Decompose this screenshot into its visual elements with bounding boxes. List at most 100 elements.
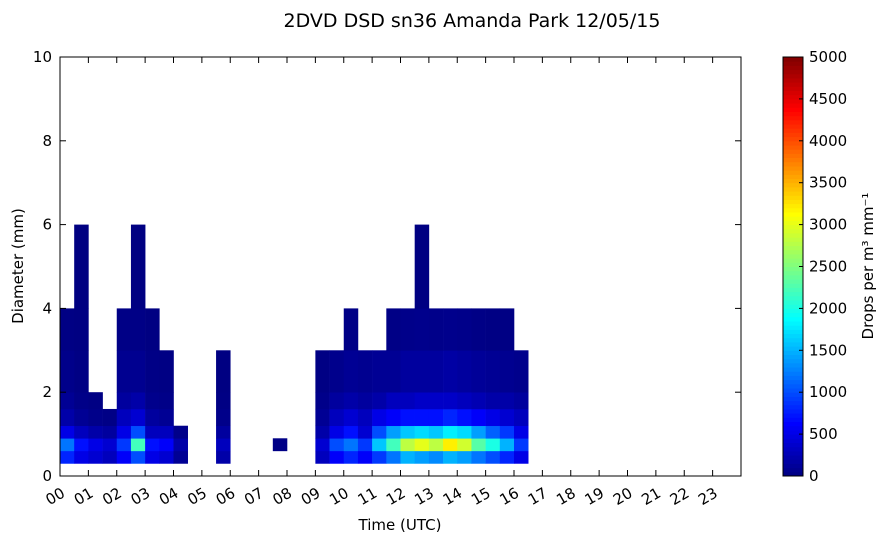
- colorbar-segment: [783, 170, 803, 175]
- colorbar-segment: [783, 438, 803, 443]
- colorbar-segment: [783, 404, 803, 410]
- colorbar-segment: [783, 111, 803, 117]
- heat-cell: [329, 392, 345, 410]
- heat-cell: [159, 425, 174, 439]
- x-tick-label: 16: [496, 484, 522, 509]
- heat-cell: [499, 308, 515, 351]
- colorbar-tick-label: 0: [809, 467, 819, 485]
- heat-cell: [343, 450, 359, 464]
- heat-cell: [130, 350, 146, 393]
- heat-cell: [216, 425, 231, 439]
- colorbar-segment: [783, 224, 803, 230]
- colorbar-segment: [783, 434, 803, 439]
- x-tick-label: 12: [383, 484, 409, 509]
- x-tick-label: 11: [355, 484, 381, 509]
- colorbar-segment: [783, 228, 803, 234]
- colorbar-segment: [783, 337, 803, 343]
- y-tick-label: 8: [42, 132, 52, 150]
- heat-cell: [315, 438, 330, 452]
- heat-cell: [159, 450, 174, 464]
- heat-cell: [443, 392, 458, 410]
- colorbar-segment: [783, 115, 803, 121]
- colorbar-segment: [783, 161, 803, 167]
- heat-cell: [471, 425, 486, 439]
- colorbar-segment: [783, 459, 803, 464]
- heat-cell: [216, 408, 231, 427]
- heat-cell: [116, 408, 132, 427]
- heat-cell: [343, 308, 359, 351]
- heat-cell: [145, 425, 160, 439]
- heat-cell: [514, 350, 529, 393]
- colorbar-segment: [783, 354, 803, 360]
- y-tick-label: 6: [42, 216, 52, 234]
- heat-cell: [443, 408, 458, 427]
- heat-cell: [60, 350, 75, 393]
- colorbar-segment: [783, 287, 803, 293]
- colorbar-segment: [783, 124, 803, 129]
- heat-cell: [457, 408, 472, 427]
- heat-cell: [414, 224, 430, 309]
- colorbar-segment: [783, 136, 803, 142]
- colorbar-segment: [783, 165, 803, 171]
- heat-cell: [357, 450, 373, 464]
- heat-cell: [329, 450, 345, 464]
- heat-cell: [457, 438, 472, 452]
- heat-cell: [428, 308, 444, 351]
- heat-cell: [443, 308, 458, 351]
- x-tick-label: 07: [241, 484, 267, 509]
- heat-cell: [60, 408, 75, 427]
- heat-cell: [372, 425, 387, 439]
- colorbar-segment: [783, 300, 803, 305]
- y-tick-label: 10: [33, 48, 52, 66]
- colorbar-segment: [783, 371, 803, 376]
- colorbar-tick-label: 3000: [809, 216, 847, 234]
- heat-cell: [74, 408, 89, 427]
- heat-cell: [315, 425, 330, 439]
- colorbar-segment: [783, 408, 803, 414]
- y-tick-label: 4: [42, 299, 52, 317]
- heat-cell: [428, 425, 444, 439]
- heat-cell: [386, 450, 401, 464]
- x-tick-label: 17: [525, 484, 551, 509]
- colorbar-segment: [783, 94, 803, 100]
- colorbar-segment: [783, 73, 803, 79]
- colorbar-segment: [783, 90, 803, 96]
- colorbar-tick-label: 3500: [809, 174, 847, 192]
- heat-cell: [514, 425, 529, 439]
- heat-cell: [173, 425, 188, 439]
- heat-cell: [443, 350, 458, 393]
- colorbar-segment: [783, 132, 803, 138]
- heat-cell: [173, 438, 188, 452]
- x-tick-label: 20: [610, 484, 636, 509]
- heat-cell: [428, 392, 444, 410]
- heat-cell: [343, 350, 359, 393]
- chart-title: 2DVD DSD sn36 Amanda Park 12/05/15: [284, 10, 661, 32]
- heat-cell: [357, 425, 373, 439]
- heat-cell: [159, 438, 174, 452]
- heat-cell: [443, 450, 458, 464]
- heat-cell: [116, 425, 132, 439]
- colorbar-segment: [783, 421, 803, 427]
- heat-cell: [116, 392, 132, 410]
- colorbar-segment: [783, 149, 803, 154]
- colorbar-tick-label: 2500: [809, 258, 847, 276]
- heat-cell: [414, 350, 430, 393]
- colorbar-segment: [783, 446, 803, 452]
- heat-cell: [145, 308, 160, 351]
- colorbar-segment: [783, 57, 803, 62]
- colorbar-segment: [783, 316, 803, 322]
- colorbar-tick-label: 4500: [809, 90, 847, 108]
- heat-cell: [272, 438, 288, 452]
- colorbar-segment: [783, 388, 803, 393]
- heat-cell: [60, 392, 75, 410]
- heat-cell: [457, 450, 472, 464]
- heat-cell: [130, 408, 146, 427]
- colorbar-segment: [783, 237, 803, 242]
- heat-cell: [485, 425, 501, 439]
- heat-cell: [471, 308, 486, 351]
- heat-cell: [400, 350, 415, 393]
- x-tick-label: 10: [326, 484, 352, 509]
- heat-cell: [428, 408, 444, 427]
- x-tick-label: 02: [99, 484, 125, 509]
- heat-cell: [414, 425, 430, 439]
